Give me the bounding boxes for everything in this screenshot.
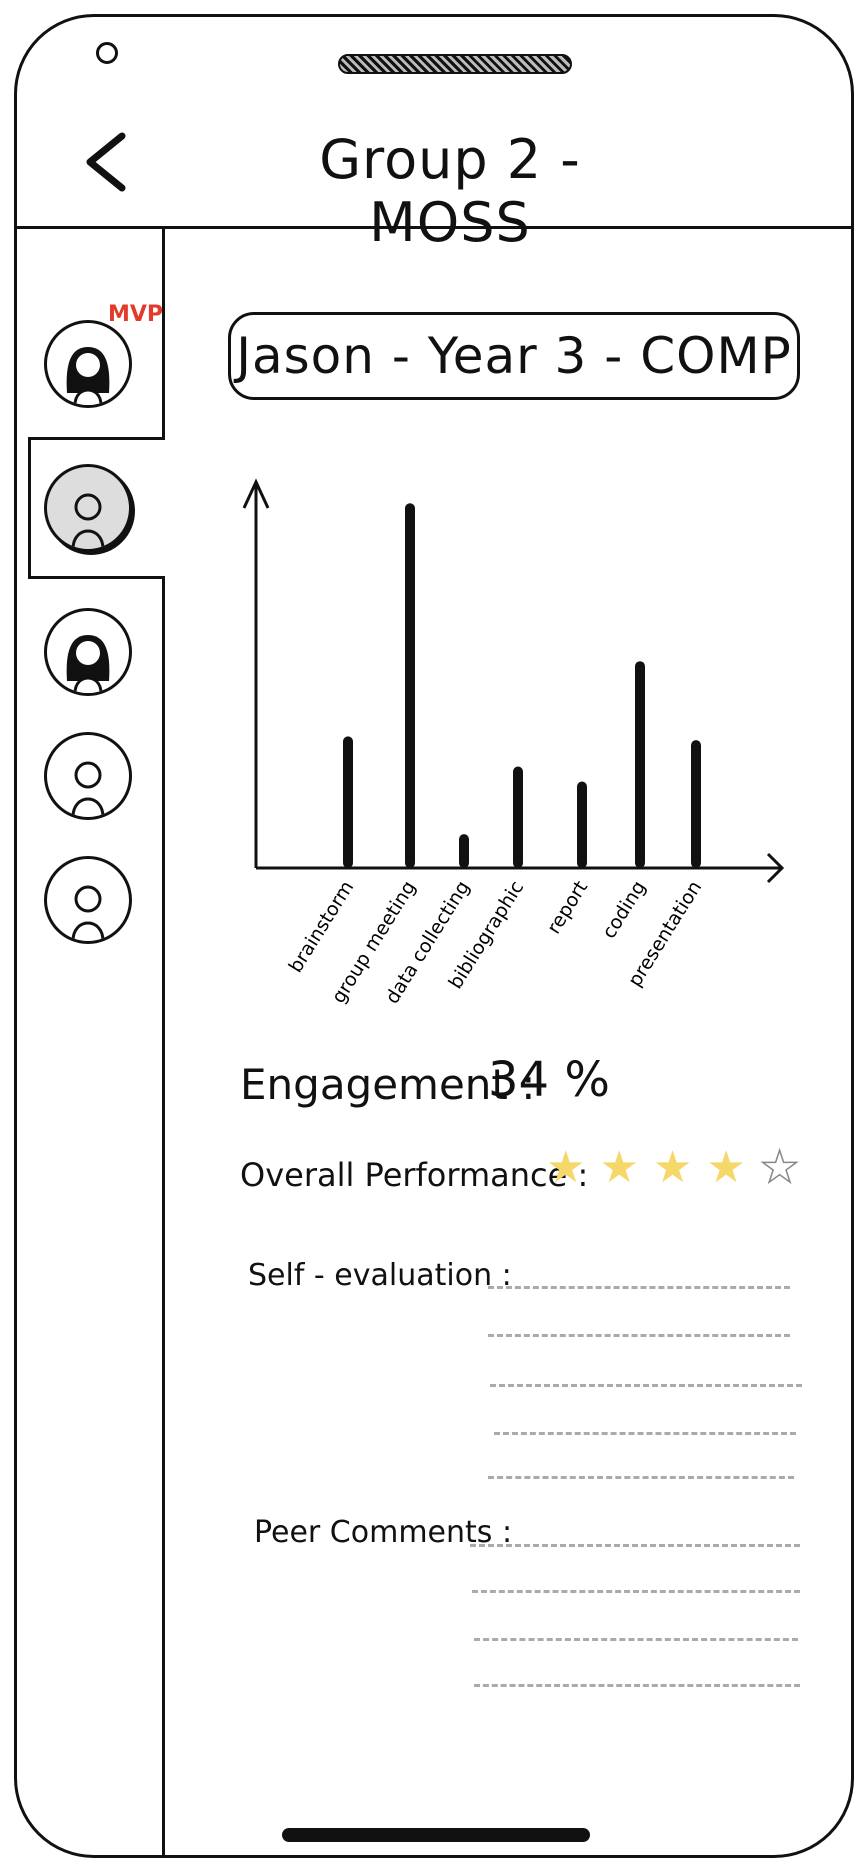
peer-comments-label: Peer Comments : (254, 1515, 513, 1550)
header-divider (14, 226, 854, 229)
member-avatar-5[interactable] (44, 856, 132, 944)
home-indicator[interactable] (282, 1828, 590, 1842)
star-filled-icon: ★ (652, 1142, 693, 1193)
member-avatar-1[interactable] (44, 320, 132, 408)
x-tick-label: brainstorm (285, 877, 359, 977)
female-avatar-icon (66, 635, 110, 693)
member-name-line: Jason - Year 3 - COMP (236, 327, 792, 385)
star-filled-icon: ★ (546, 1142, 586, 1193)
bar-brainstorm (343, 736, 353, 868)
star-filled-icon: ★ (599, 1142, 639, 1193)
member-avatar-2[interactable] (44, 464, 132, 552)
mvp-badge: MVP (108, 302, 164, 327)
self-evaluation-line (488, 1334, 790, 1337)
self-evaluation-line (490, 1384, 802, 1387)
phone-frame (14, 14, 854, 1858)
peer-comment-line (474, 1684, 800, 1687)
male-avatar-icon (71, 885, 105, 941)
member-info-box: Jason - Year 3 - COMP (228, 312, 800, 400)
member-avatar-4[interactable] (44, 732, 132, 820)
peer-comment-line (472, 1590, 800, 1593)
bar-report (577, 781, 587, 868)
peer-comment-line (470, 1544, 800, 1547)
bar-bibliographic (513, 766, 523, 868)
y-axis-arrow (242, 478, 270, 509)
self-evaluation-line (494, 1432, 796, 1435)
engagement-label: Engagement : (240, 1060, 536, 1109)
female-avatar-icon (66, 347, 110, 405)
engagement-value: 34 % (488, 1052, 610, 1108)
self-evaluation-line (488, 1286, 790, 1289)
bar-data-collecting (459, 834, 469, 868)
peer-comment-line (474, 1638, 798, 1641)
camera-icon (96, 42, 118, 64)
star-filled-icon: ★ (706, 1142, 746, 1193)
star-empty-icon: ★ (759, 1142, 800, 1193)
self-evaluation-label: Self - evaluation : (248, 1258, 512, 1293)
male-avatar-icon (71, 493, 105, 549)
bar-presentation (691, 740, 701, 868)
member-avatar-3[interactable] (44, 608, 132, 696)
x-tick-label: coding (598, 877, 650, 943)
bar-group-meeting (405, 503, 415, 868)
performance-rating: ★ ★ ★ ★ ★ (546, 1142, 800, 1193)
x-axis-arrow (766, 852, 785, 884)
page-title: Group 2 - MOSS (319, 128, 581, 254)
bar-coding (635, 661, 645, 868)
x-tick-label: report (543, 877, 592, 938)
chevron-left-icon[interactable] (82, 132, 132, 192)
performance-label: Overall Performance : (240, 1156, 589, 1194)
sidebar-divider (162, 226, 165, 1858)
self-evaluation-line (488, 1476, 794, 1479)
speaker-grill (338, 54, 572, 74)
male-avatar-icon (71, 761, 105, 817)
